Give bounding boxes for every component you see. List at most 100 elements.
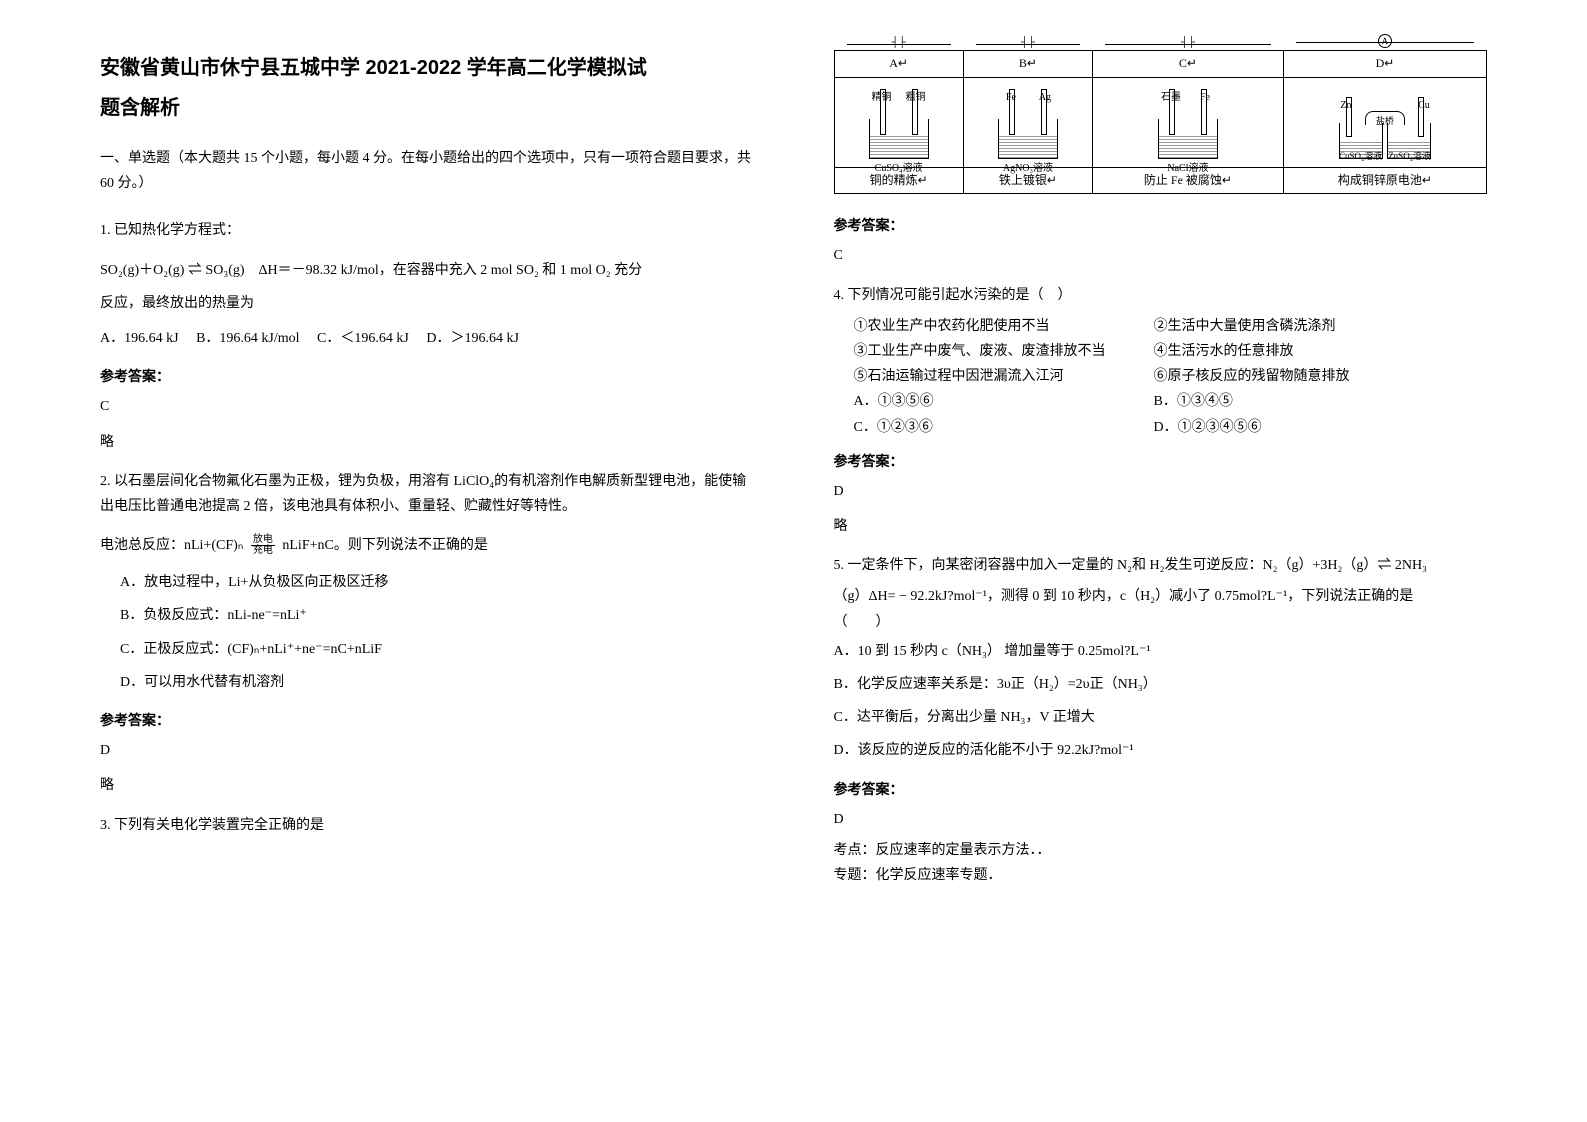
liquid	[870, 136, 928, 158]
q2-optA: A．放电过程中，Li+从负极区向正极区迁移	[100, 570, 754, 595]
diagram-B: ┤├ Fe Ag AgNO₃溶液	[963, 77, 1092, 167]
liquid	[999, 136, 1057, 158]
q5-zt: 专题：化学反应速率专题．	[834, 863, 1488, 888]
q4-l1: ①农业生产中农药化肥使用不当	[854, 314, 1154, 339]
q4-opts2: C．①②③⑥ D．①②③④⑤⑥	[834, 415, 1488, 440]
q4-l5: ⑤石油运输过程中因泄漏流入江河	[854, 364, 1154, 389]
q1-eq2: 反应，最终放出的热量为	[100, 291, 754, 316]
q1-num: 1. 已知热化学方程式：	[100, 218, 754, 243]
battery-icon: ┤├	[1021, 34, 1035, 52]
table-label-row: 铜的精炼↵ 铁上镀银↵ 防止 Fe 被腐蚀↵ 构成铜锌原电池↵	[834, 167, 1487, 194]
el-label-right: Cu	[1414, 97, 1434, 115]
solution-D: CuSO₄溶液 ZnSO₄溶液	[1284, 148, 1486, 164]
q4-optD: D．①②③④⑤⑥	[1154, 415, 1262, 440]
right-column: A↵ B↵ C↵ D↵ ┤├ 精铜 粗铜 CuSO₄溶液	[834, 50, 1488, 1072]
q4-num: 4. 下列情况可能引起水污染的是（ ）	[834, 283, 1488, 308]
el-label-left: Zn	[1336, 97, 1356, 115]
q3-ans-label: 参考答案：	[834, 214, 1488, 239]
wire	[1296, 42, 1474, 43]
q5-optB: B．化学反应速率关系是：3υ正（H₂）=2υ正（NH₃）	[834, 672, 1488, 697]
diagram-C: ┤├ 石墨 Fe NaCl溶液	[1093, 77, 1284, 167]
beaker-C: 石墨 Fe NaCl溶液	[1158, 119, 1218, 159]
doc-title-1: 安徽省黄山市休宁县五城中学 2021-2022 学年高二化学模拟试	[100, 50, 754, 86]
diagram-D: A Zn Cu 盐桥	[1283, 77, 1486, 167]
q1-note: 略	[100, 430, 754, 455]
q2-note: 略	[100, 773, 754, 798]
sol-D2: ZnSO₄溶液	[1388, 148, 1431, 164]
el-label-left: 精铜	[872, 89, 892, 107]
q4-row2: ③工业生产中废气、废液、废渣排放不当 ④生活污水的任意排放	[834, 339, 1488, 364]
q4-ans: D	[834, 479, 1488, 504]
q3-table: A↵ B↵ C↵ D↵ ┤├ 精铜 粗铜 CuSO₄溶液	[834, 50, 1488, 194]
q5-optC: C．达平衡后，分离出少量 NH₃，V 正增大	[834, 705, 1488, 730]
section-1-head: 一、单选题（本大题共 15 个小题，每小题 4 分。在每小题给出的四个选项中，只…	[100, 146, 754, 196]
sol-D1: CuSO₄溶液	[1339, 148, 1382, 164]
q2-optB: B．负极反应式：nLi-ne⁻=nLi⁺	[100, 603, 754, 628]
q2-eq: 电池总反应：nLi+(CF)ₙ 放电 充电 nLiF+nC。则下列说法不正确的是	[100, 533, 754, 558]
left-column: 安徽省黄山市休宁县五城中学 2021-2022 学年高二化学模拟试 题含解析 一…	[100, 50, 754, 1072]
q4-l2: ②生活中大量使用含磷洗涤剂	[1154, 314, 1336, 339]
bridge-label: 盐桥	[1376, 113, 1394, 129]
q3-num: 3. 下列有关电化学装置完全正确的是	[100, 813, 754, 838]
q2-optC: C．正极反应式：(CF)ₙ+nLi⁺+ne⁻=nC+nLiF	[100, 637, 754, 662]
liquid	[1159, 136, 1217, 158]
q1-optD: D．＞196.64 kJ	[426, 331, 519, 346]
q4-optA: A．①③⑤⑥	[854, 389, 1154, 414]
q4-note: 略	[834, 514, 1488, 539]
q5-l2: （g）ΔH= − 92.2kJ?mol⁻¹，测得 0 到 10 秒内，c（H₂）…	[834, 584, 1488, 609]
solution-A: CuSO₄溶液	[875, 160, 923, 178]
q4-l4: ④生活污水的任意排放	[1154, 339, 1294, 364]
q4-row1: ①农业生产中农药化肥使用不当 ②生活中大量使用含磷洗涤剂	[834, 314, 1488, 339]
q4-l6: ⑥原子核反应的残留物随意排放	[1154, 364, 1350, 389]
q4-opts1: A．①③⑤⑥ B．①③④⑤	[834, 389, 1488, 414]
reversible-arrow: 放电 充电	[251, 535, 275, 556]
electrochem-table: A↵ B↵ C↵ D↵ ┤├ 精铜 粗铜 CuSO₄溶液	[834, 50, 1488, 194]
q5-num: 5. 一定条件下，向某密闭容器中加入一定量的 N₂和 H₂发生可逆反应：N₂（g…	[834, 553, 1488, 578]
el-label-left: 石墨	[1161, 89, 1181, 107]
q1-optA: A．196.64 kJ	[100, 331, 179, 346]
q1-optC: C．＜196.64 kJ	[317, 331, 409, 346]
arrow-bot: 充电	[251, 546, 275, 556]
q2-ans-label: 参考答案：	[100, 709, 754, 734]
el-label-right: Fe	[1195, 89, 1215, 107]
solution-C: NaCl溶液	[1167, 160, 1208, 178]
q4-optB: B．①③④⑤	[1154, 389, 1233, 414]
wire	[1105, 44, 1271, 45]
header-B: B↵	[963, 51, 1092, 78]
q4-ans-label: 参考答案：	[834, 450, 1488, 475]
header-D: D↵	[1283, 51, 1486, 78]
q1-options: A．196.64 kJ B．196.64 kJ/mol C．＜196.64 kJ…	[100, 326, 754, 351]
solution-B: AgNO₃溶液	[1003, 160, 1053, 178]
q1-eq: SO₂(g)＋O₂(g) ⇌ SO₃(g) ΔH＝－98.32 kJ/mol，在…	[100, 258, 754, 283]
header-C: C↵	[1093, 51, 1284, 78]
q5-kp: 考点：反应速率的定量表示方法．．	[834, 838, 1488, 863]
el-label-right: Ag	[1035, 89, 1055, 107]
wire	[847, 44, 951, 45]
q5-optD: D．该反应的逆反应的活化能不小于 92.2kJ?mol⁻¹	[834, 738, 1488, 763]
diagram-A: ┤├ 精铜 粗铜 CuSO₄溶液	[834, 77, 963, 167]
q3-ans: C	[834, 243, 1488, 268]
el-label-left: Fe	[1001, 89, 1021, 107]
q5-l3: （ ）	[834, 610, 1488, 635]
beaker-B: Fe Ag AgNO₃溶液	[998, 119, 1058, 159]
q2-optD: D．可以用水代替有机溶剂	[100, 670, 754, 695]
header-A: A↵	[834, 51, 963, 78]
q4-row3: ⑤石油运输过程中因泄漏流入江河 ⑥原子核反应的残留物随意排放	[834, 364, 1488, 389]
battery-icon: ┤├	[1181, 34, 1195, 52]
el-label-right: 粗铜	[906, 89, 926, 107]
q4-l3: ③工业生产中废气、废液、废渣排放不当	[854, 339, 1154, 364]
q5-ans-label: 参考答案：	[834, 778, 1488, 803]
ammeter-icon: A	[1378, 34, 1392, 48]
q1-optB: B．196.64 kJ/mol	[196, 331, 299, 346]
q2-eq-post: nLiF+nC。则下列说法不正确的是	[282, 538, 487, 553]
q2-ans: D	[100, 738, 754, 763]
table-diagram-row: ┤├ 精铜 粗铜 CuSO₄溶液 ┤├	[834, 77, 1487, 167]
q1-ans-label: 参考答案：	[100, 365, 754, 390]
label-D: 构成铜锌原电池↵	[1283, 167, 1486, 194]
doc-title-2: 题含解析	[100, 90, 754, 126]
battery-icon: ┤├	[892, 34, 906, 52]
wire	[976, 44, 1080, 45]
q4-optC: C．①②③⑥	[854, 415, 1154, 440]
q2-eq-pre: 电池总反应：nLi+(CF)ₙ	[100, 538, 243, 553]
q5-optA: A．10 到 15 秒内 c（NH₃） 增加量等于 0.25mol?L⁻¹	[834, 639, 1488, 664]
